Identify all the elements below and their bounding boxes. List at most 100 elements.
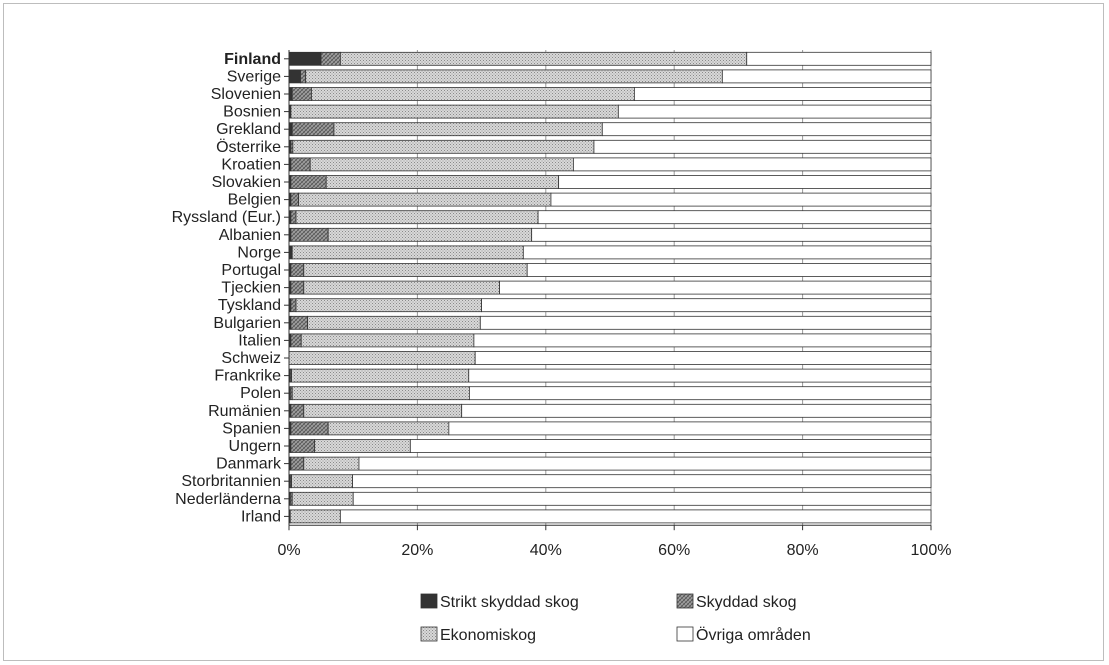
bar-segment-4 [475, 352, 931, 365]
bar-segment-3 [306, 70, 723, 83]
bar-segment-4 [469, 387, 931, 400]
bar-segment-3 [292, 246, 523, 259]
x-tick-label: 60% [658, 542, 690, 559]
bar-segment-2 [292, 88, 311, 101]
legend-swatch-4 [677, 627, 693, 641]
bar-segment-2 [291, 316, 308, 329]
bar-segment-2 [291, 158, 310, 171]
y-category-label: Ryssland (Eur.) [172, 209, 281, 226]
y-category-label: Polen [240, 385, 281, 402]
legend-swatch-3 [421, 627, 437, 641]
bar-segment-2 [291, 264, 304, 277]
y-category-label: Bulgarien [213, 315, 281, 332]
y-category-label: Portugal [221, 262, 281, 279]
bar-segment-1 [289, 70, 301, 83]
x-tick-label: 0% [277, 542, 300, 559]
bar-segment-2 [291, 404, 304, 417]
bar-segment-3 [310, 158, 573, 171]
legend-label-3: Ekonomiskog [440, 627, 536, 644]
bar-segment-3 [340, 52, 746, 65]
bar-segment-4 [353, 492, 931, 505]
bar-segment-3 [328, 228, 532, 241]
legend-label-2: Skyddad skog [696, 594, 797, 611]
bar-segment-3 [304, 457, 359, 470]
bar-segment-3 [304, 404, 462, 417]
bar-segment-3 [304, 281, 500, 294]
legend-label-4: Övriga områden [696, 626, 811, 644]
bar-segment-4 [634, 88, 931, 101]
bar-segment-3 [290, 510, 340, 523]
y-category-label: Spanien [222, 420, 281, 437]
y-category-label: Schweiz [221, 350, 281, 367]
bar-segment-3 [308, 316, 481, 329]
bar-segment-3 [328, 422, 449, 435]
bar-segment-3 [326, 176, 558, 189]
bar-segment-4 [551, 193, 931, 206]
x-tick-label: 80% [787, 542, 819, 559]
bar-segment-3 [299, 193, 551, 206]
bar-segment-4 [594, 140, 931, 153]
bar-segment-2 [291, 211, 296, 224]
bar-segment-4 [482, 299, 931, 312]
y-category-label: Bosnien [223, 104, 281, 121]
y-category-label: Albanien [219, 227, 281, 244]
y-category-label: Norge [237, 244, 281, 261]
bar-segment-4 [747, 52, 931, 65]
bar-segment-4 [449, 422, 931, 435]
y-category-label: Ungern [229, 438, 281, 455]
y-category-label: Slovakien [212, 174, 281, 191]
bars-layer [289, 52, 931, 523]
bar-segment-2 [321, 52, 340, 65]
bar-segment-4 [469, 369, 931, 382]
legend-swatch-2 [677, 594, 693, 608]
y-category-label: Italien [238, 332, 281, 349]
x-tick-label: 40% [530, 542, 562, 559]
bar-segment-3 [296, 211, 538, 224]
bar-segment-2 [291, 422, 328, 435]
bar-segment-3 [304, 264, 527, 277]
bar-segment-3 [292, 387, 469, 400]
bar-segment-4 [353, 475, 931, 488]
y-category-label: Tjeckien [221, 280, 281, 297]
bar-segment-4 [500, 281, 931, 294]
bar-segment-2 [291, 299, 296, 312]
y-category-label: Danmark [216, 456, 282, 473]
bar-segment-2 [291, 228, 328, 241]
bar-segment-3 [292, 369, 469, 382]
bar-segment-4 [722, 70, 931, 83]
y-category-label: Frankrike [214, 368, 281, 385]
bar-segment-2 [291, 193, 299, 206]
bar-segment-3 [289, 352, 475, 365]
y-category-label: Österrike [216, 138, 281, 156]
bar-segment-4 [523, 246, 931, 259]
legend-label-1: Strikt skyddad skog [440, 594, 579, 611]
y-category-label: Irland [241, 508, 281, 525]
bar-segment-4 [573, 158, 931, 171]
bar-segment-4 [559, 176, 931, 189]
bar-segment-2 [291, 281, 304, 294]
y-category-label: Tyskland [218, 297, 281, 314]
bar-segment-3 [315, 440, 411, 453]
bar-segment-4 [462, 404, 931, 417]
bar-segment-4 [359, 457, 931, 470]
legend-layer: Strikt skyddad skog Skyddad skog Ekonomisk… [421, 594, 811, 644]
bar-segment-4 [474, 334, 931, 347]
bar-segment-3 [296, 299, 482, 312]
bar-segment-2 [291, 176, 326, 189]
bar-segment-3 [292, 492, 353, 505]
bar-segment-4 [410, 440, 931, 453]
bar-segment-3 [293, 140, 594, 153]
y-category-label: Grekland [216, 121, 281, 138]
x-tick-label: 20% [401, 542, 433, 559]
bar-segment-1 [289, 52, 321, 65]
y-category-label: Sverige [227, 68, 281, 85]
y-category-label: Nederländerna [175, 491, 281, 508]
bar-segment-3 [292, 475, 353, 488]
y-category-label: Storbritannien [181, 473, 281, 490]
bar-segment-4 [532, 228, 931, 241]
legend-swatch-1 [421, 594, 437, 608]
bar-segment-3 [291, 105, 618, 118]
bar-segment-4 [340, 510, 931, 523]
bar-segment-2 [291, 457, 304, 470]
